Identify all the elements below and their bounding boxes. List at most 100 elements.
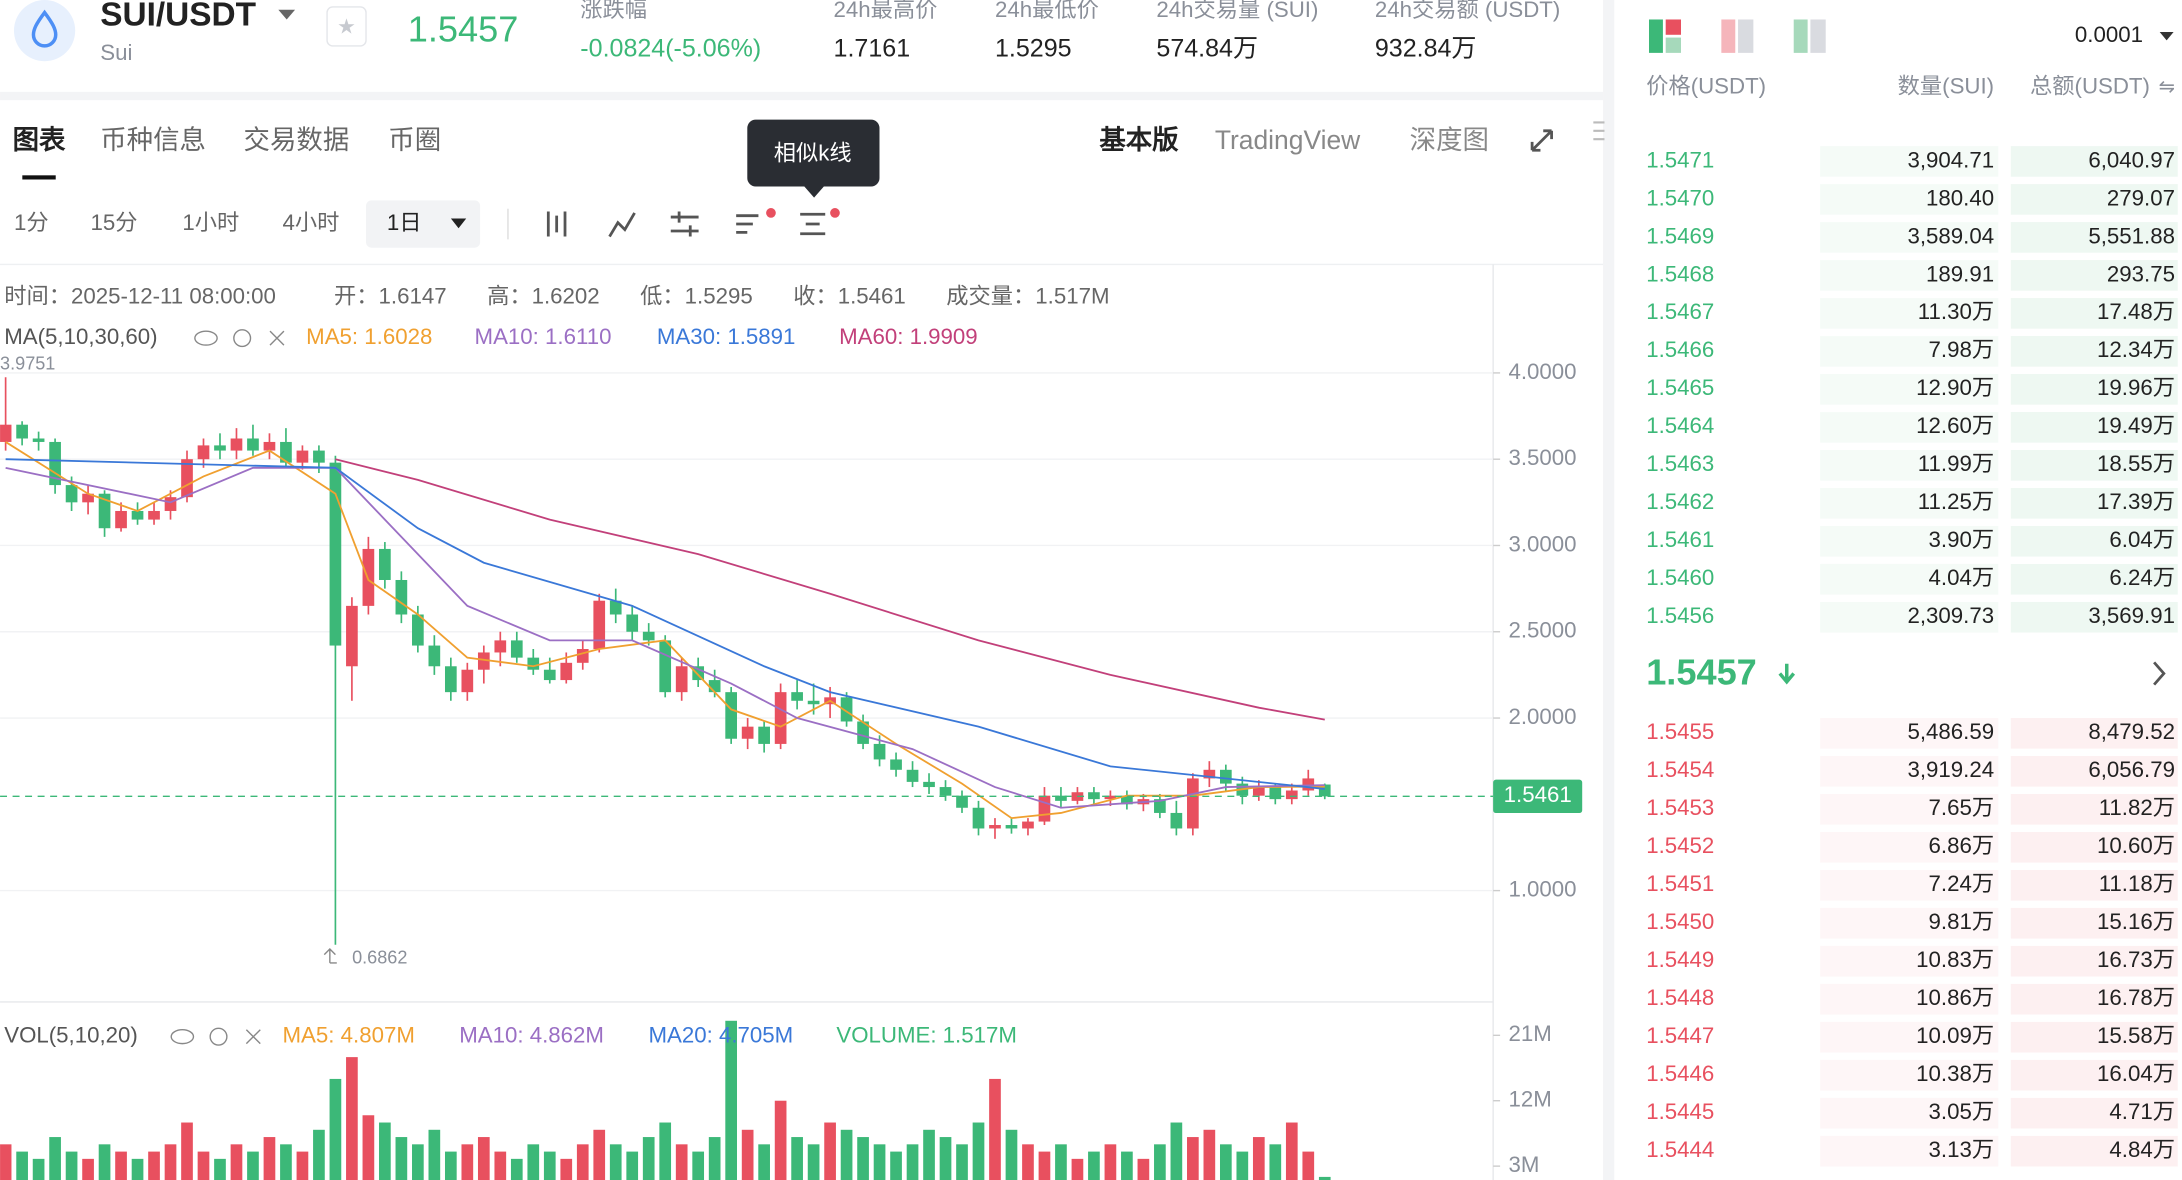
gear-icon[interactable]	[233, 329, 252, 348]
ohlc-info: 收：1.5461	[793, 284, 906, 309]
book-price[interactable]: 1.5464	[1646, 413, 1714, 438]
book-price[interactable]: 1.5460	[1646, 565, 1714, 590]
volume-bar	[296, 1151, 309, 1180]
volume-bar	[807, 1144, 820, 1180]
tab[interactable]: 币圈	[388, 125, 441, 155]
book-price[interactable]: 1.5451	[1646, 871, 1714, 896]
precision[interactable]: 0.0001	[2075, 22, 2143, 47]
gear-icon[interactable]	[209, 1027, 228, 1046]
pair[interactable]: SUI/USDT	[100, 0, 256, 34]
book-price[interactable]: 1.5452	[1646, 833, 1714, 858]
eye-icon[interactable]	[170, 1029, 195, 1045]
tab[interactable]: 交易数据	[244, 125, 350, 155]
volume-bar	[956, 1144, 968, 1180]
precision-dropdown[interactable]	[2159, 32, 2174, 41]
depth-bar	[2010, 1135, 2178, 1167]
tool-draw[interactable]	[736, 214, 759, 234]
candle-body	[181, 459, 193, 498]
book-price[interactable]: 1.5446	[1646, 1061, 1714, 1086]
book-price[interactable]: 1.5468	[1646, 261, 1714, 286]
view-tab[interactable]: TradingView	[1215, 125, 1361, 155]
interval[interactable]: 4小时	[283, 210, 340, 235]
interval-dropdown[interactable]	[450, 218, 467, 229]
candle-body	[296, 450, 309, 463]
star[interactable]: ★	[337, 15, 356, 38]
candle-body	[313, 450, 325, 463]
ohlc-info: 低：1.5295	[640, 284, 753, 309]
volume-bar	[1005, 1129, 1018, 1180]
book-price[interactable]: 1.5455	[1646, 719, 1714, 744]
settings[interactable]: ⇋	[2159, 76, 2175, 98]
close-icon[interactable]	[269, 330, 285, 346]
candle-body	[49, 441, 61, 486]
book-price[interactable]: 1.5453	[1646, 795, 1714, 820]
candle-body	[989, 825, 1001, 829]
book-price[interactable]: 1.5467	[1646, 299, 1714, 324]
depth-bar	[2010, 563, 2178, 595]
candle-body	[444, 666, 457, 693]
interval[interactable]: 1日	[387, 210, 422, 235]
volume-bar	[280, 1144, 292, 1180]
book-price[interactable]: 1.5450	[1646, 909, 1714, 934]
book-price[interactable]: 1.5462	[1646, 489, 1714, 514]
book-price[interactable]: 1.5445	[1646, 1099, 1714, 1124]
book-icons[interactable]	[1648, 19, 1826, 53]
book-price[interactable]: 1.5465	[1646, 375, 1714, 400]
tool-settings[interactable]	[670, 211, 699, 237]
volume-bar	[1236, 1151, 1249, 1180]
menu-handle[interactable]	[1593, 121, 1605, 141]
stat-label: 24h交易额 (USDT)	[1375, 0, 1560, 22]
volume-bar	[840, 1129, 853, 1180]
view-tab[interactable]: 基本版	[1099, 125, 1179, 155]
depth-bar	[2010, 756, 2178, 787]
book-total: 6.24万	[2109, 565, 2175, 590]
candle-body	[1318, 784, 1331, 797]
candle-body	[692, 666, 705, 681]
tool-similar[interactable]	[800, 212, 826, 236]
depth-bar	[1820, 756, 1999, 787]
candle-body	[461, 669, 474, 693]
tool-candle[interactable]	[546, 211, 567, 237]
interval[interactable]: 15分	[91, 210, 138, 235]
book-total: 17.39万	[2097, 489, 2175, 514]
book-total: 12.34万	[2097, 337, 2175, 362]
book-price[interactable]: 1.5454	[1646, 757, 1714, 782]
book-price[interactable]: 1.5444	[1646, 1137, 1714, 1162]
tab[interactable]: 图表	[13, 125, 66, 155]
book-amount: 9.81万	[1929, 909, 1995, 934]
book-price[interactable]: 1.5447	[1646, 1023, 1714, 1048]
mid-more[interactable]	[2153, 661, 2166, 686]
book-price[interactable]: 1.5448	[1646, 985, 1714, 1010]
eye-icon[interactable]	[194, 330, 218, 346]
book-price[interactable]: 1.5449	[1646, 947, 1714, 972]
book-amount: 12.90万	[1916, 375, 1994, 400]
tool-indicator[interactable]	[608, 212, 636, 238]
book-price[interactable]: 1.5466	[1646, 337, 1714, 362]
volume-bar	[708, 1137, 721, 1180]
interval[interactable]: 1分	[14, 210, 49, 235]
candle-body	[82, 493, 94, 503]
close-icon[interactable]	[245, 1029, 261, 1045]
volume-bar	[1104, 1144, 1117, 1180]
stat-label: 24h交易量 (SUI)	[1156, 0, 1318, 22]
book-total: 6.04万	[2109, 527, 2175, 552]
stat-value: 1.5295	[995, 35, 1072, 63]
book-amount: 7.65万	[1929, 795, 1995, 820]
favorite[interactable]	[326, 6, 367, 47]
book-price[interactable]: 1.5461	[1646, 527, 1714, 552]
interval[interactable]: 1小时	[182, 210, 239, 235]
depth-bar	[1820, 945, 1999, 977]
tab[interactable]: 币种信息	[100, 125, 206, 155]
divider	[1603, 0, 1615, 1180]
fullscreen[interactable]	[1530, 129, 1553, 152]
book-price[interactable]: 1.5469	[1646, 223, 1714, 248]
tab-underline	[22, 175, 56, 180]
pair-dropdown[interactable]	[278, 9, 296, 20]
candle-body	[675, 666, 688, 693]
book-price[interactable]: 1.5470	[1646, 185, 1714, 210]
book-price[interactable]: 1.5471	[1646, 147, 1714, 172]
view-tab[interactable]: 深度图	[1410, 125, 1489, 155]
volume-bar	[49, 1137, 61, 1180]
book-price[interactable]: 1.5463	[1646, 451, 1714, 476]
book-price[interactable]: 1.5456	[1646, 603, 1714, 628]
